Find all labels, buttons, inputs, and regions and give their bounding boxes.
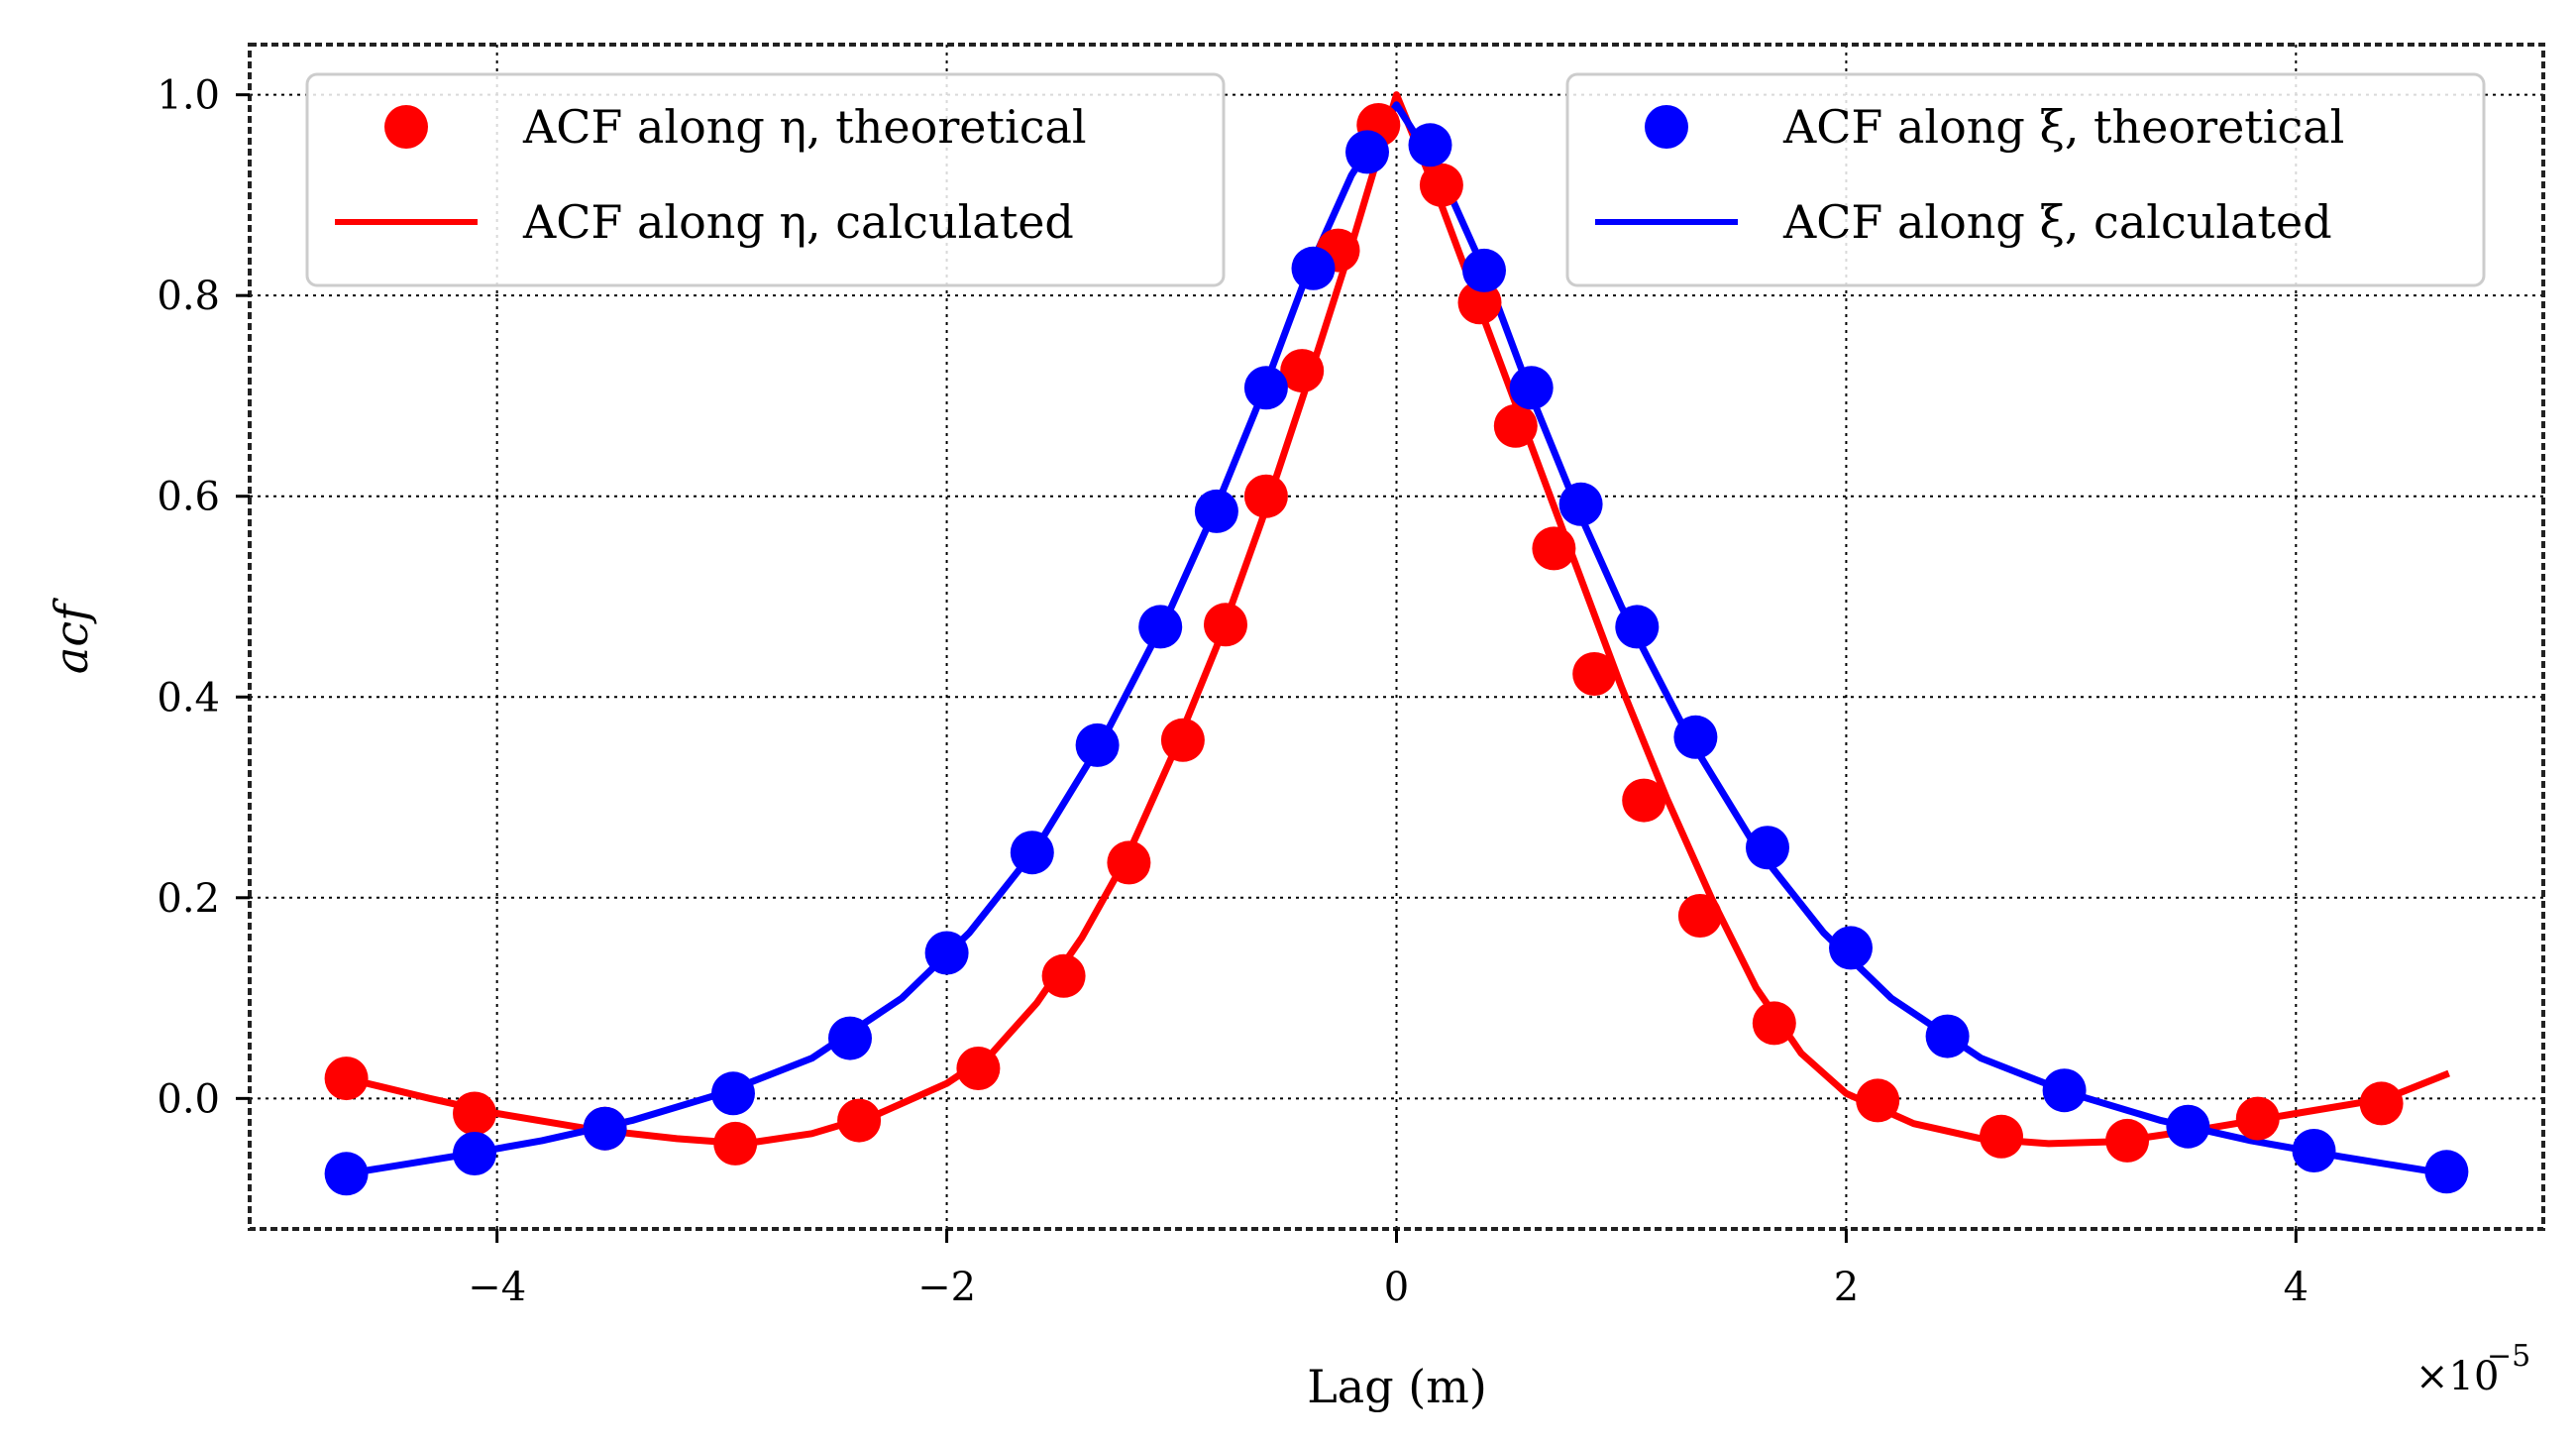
x-tick-label: −2: [917, 1265, 976, 1310]
series-eta-theoretical-point: [956, 1047, 1001, 1090]
legend-right-box: [1565, 72, 2486, 287]
x-scale-annotation: ×10 −5: [2415, 1339, 2530, 1399]
x-tick-label: 2: [1834, 1265, 1859, 1310]
series-xi-theoretical-point: [711, 1071, 755, 1116]
series-eta-theoretical-point: [324, 1056, 369, 1101]
y-tick-label: 0.0: [157, 1076, 220, 1122]
legend-left: ACF along η, theoretical ACF along η, ca…: [305, 72, 1226, 287]
series-xi-theoretical-point: [2292, 1129, 2336, 1172]
series-xi-theoretical-point: [924, 931, 969, 975]
series-eta-theoretical-point: [1856, 1078, 1900, 1123]
series-xi-theoretical-point: [2042, 1068, 2087, 1113]
x-scale-multiplier: ×10: [2415, 1354, 2499, 1399]
series-xi-theoretical-point: [1194, 489, 1238, 533]
legend-xi-theoretical-label: ACF along ξ, theoretical: [1782, 100, 2344, 154]
series-eta-theoretical-point: [1041, 953, 1086, 998]
x-axis-ticks: −4 −2 0 2 4: [468, 1229, 2308, 1310]
series-xi-theoretical-point: [453, 1132, 496, 1175]
y-tick-label: 0.8: [157, 274, 220, 319]
series-eta-theoretical-point: [1622, 778, 1666, 823]
x-tick-label: −4: [468, 1265, 526, 1310]
series-xi-theoretical-point: [1558, 482, 1603, 526]
series-xi-theoretical-point: [324, 1152, 369, 1196]
series-xi-theoretical-point: [1345, 130, 1389, 174]
series-eta-theoretical-point: [1204, 603, 1247, 647]
series-eta-theoretical-point: [1572, 652, 1617, 696]
y-tick-label: 1.0: [157, 73, 220, 119]
series-eta-theoretical-point: [2359, 1081, 2404, 1126]
x-tick-label: 0: [1384, 1265, 1409, 1310]
series-xi-theoretical-point: [1408, 123, 1452, 167]
series-eta-theoretical-point: [1419, 163, 1463, 207]
y-tick-label: 0.6: [157, 475, 220, 520]
series-xi-theoretical-point: [1291, 246, 1336, 290]
series-eta-theoretical-point: [2105, 1118, 2150, 1163]
series-eta-theoretical-point: [1532, 526, 1576, 571]
legend-eta-theoretical-label: ACF along η, theoretical: [522, 100, 1087, 154]
series-eta-theoretical-point: [2235, 1096, 2280, 1141]
legend-right: ACF along ξ, theoretical ACF along ξ, ca…: [1565, 72, 2486, 287]
series-xi-theoretical-point: [1925, 1014, 1970, 1058]
series-xi-theoretical-point: [1746, 826, 1789, 870]
series-xi-theoretical-point: [1138, 605, 1183, 649]
series-eta-theoretical-point: [837, 1098, 882, 1143]
series-xi-theoretical-point: [1010, 831, 1054, 875]
y-tick-label: 0.4: [157, 675, 220, 721]
y-tick-label: 0.2: [157, 876, 220, 922]
series-eta-theoretical-point: [453, 1091, 496, 1136]
series-eta-theoretical-point: [1980, 1114, 2023, 1159]
series-xi-theoretical-point: [1075, 722, 1120, 767]
series-xi-theoretical-point: [1243, 366, 1288, 410]
series-eta-theoretical-point: [713, 1121, 758, 1166]
series-xi-theoretical-point: [828, 1016, 872, 1060]
series-eta-theoretical-point: [1493, 403, 1538, 448]
legend-eta-theoretical-marker: [384, 105, 428, 149]
series-xi-theoretical-point: [1673, 715, 1718, 759]
x-axis-label: Lag (m): [1307, 1360, 1487, 1413]
series-xi-theoretical-point: [2166, 1104, 2210, 1149]
series-eta-theoretical-point: [1160, 718, 1205, 762]
y-axis-ticks: 0.0 0.2 0.4 0.6 0.8 1.0: [157, 73, 250, 1122]
y-axis-label: acf: [45, 598, 98, 674]
series-xi-theoretical-point: [1462, 248, 1506, 292]
series-eta-theoretical-point: [1677, 894, 1722, 938]
x-scale-exponent: −5: [2487, 1339, 2530, 1374]
legend-eta-calculated-label: ACF along η, calculated: [522, 195, 1074, 249]
legend-xi-calculated-label: ACF along ξ, calculated: [1782, 195, 2332, 249]
legend-xi-theoretical-marker: [1645, 105, 1688, 149]
series-eta-theoretical-point: [1243, 474, 1288, 518]
series-eta-theoretical-point: [1280, 349, 1325, 393]
series-xi-theoretical-point: [1829, 926, 1873, 970]
series-layer: [324, 91, 2469, 1196]
legend-left-box: [305, 72, 1226, 287]
series-eta-theoretical-point: [1457, 280, 1502, 325]
series-eta-theoretical-point: [1107, 840, 1151, 885]
series-eta-theoretical-point: [1752, 1001, 1796, 1046]
series-xi-theoretical-point: [583, 1106, 627, 1151]
series-xi-calculated-line: [346, 101, 2447, 1177]
series-xi-theoretical-point: [1509, 366, 1554, 410]
x-tick-label: 4: [2284, 1265, 2308, 1310]
series-xi-theoretical-point: [1615, 605, 1660, 649]
series-xi-theoretical-point: [2424, 1150, 2469, 1194]
